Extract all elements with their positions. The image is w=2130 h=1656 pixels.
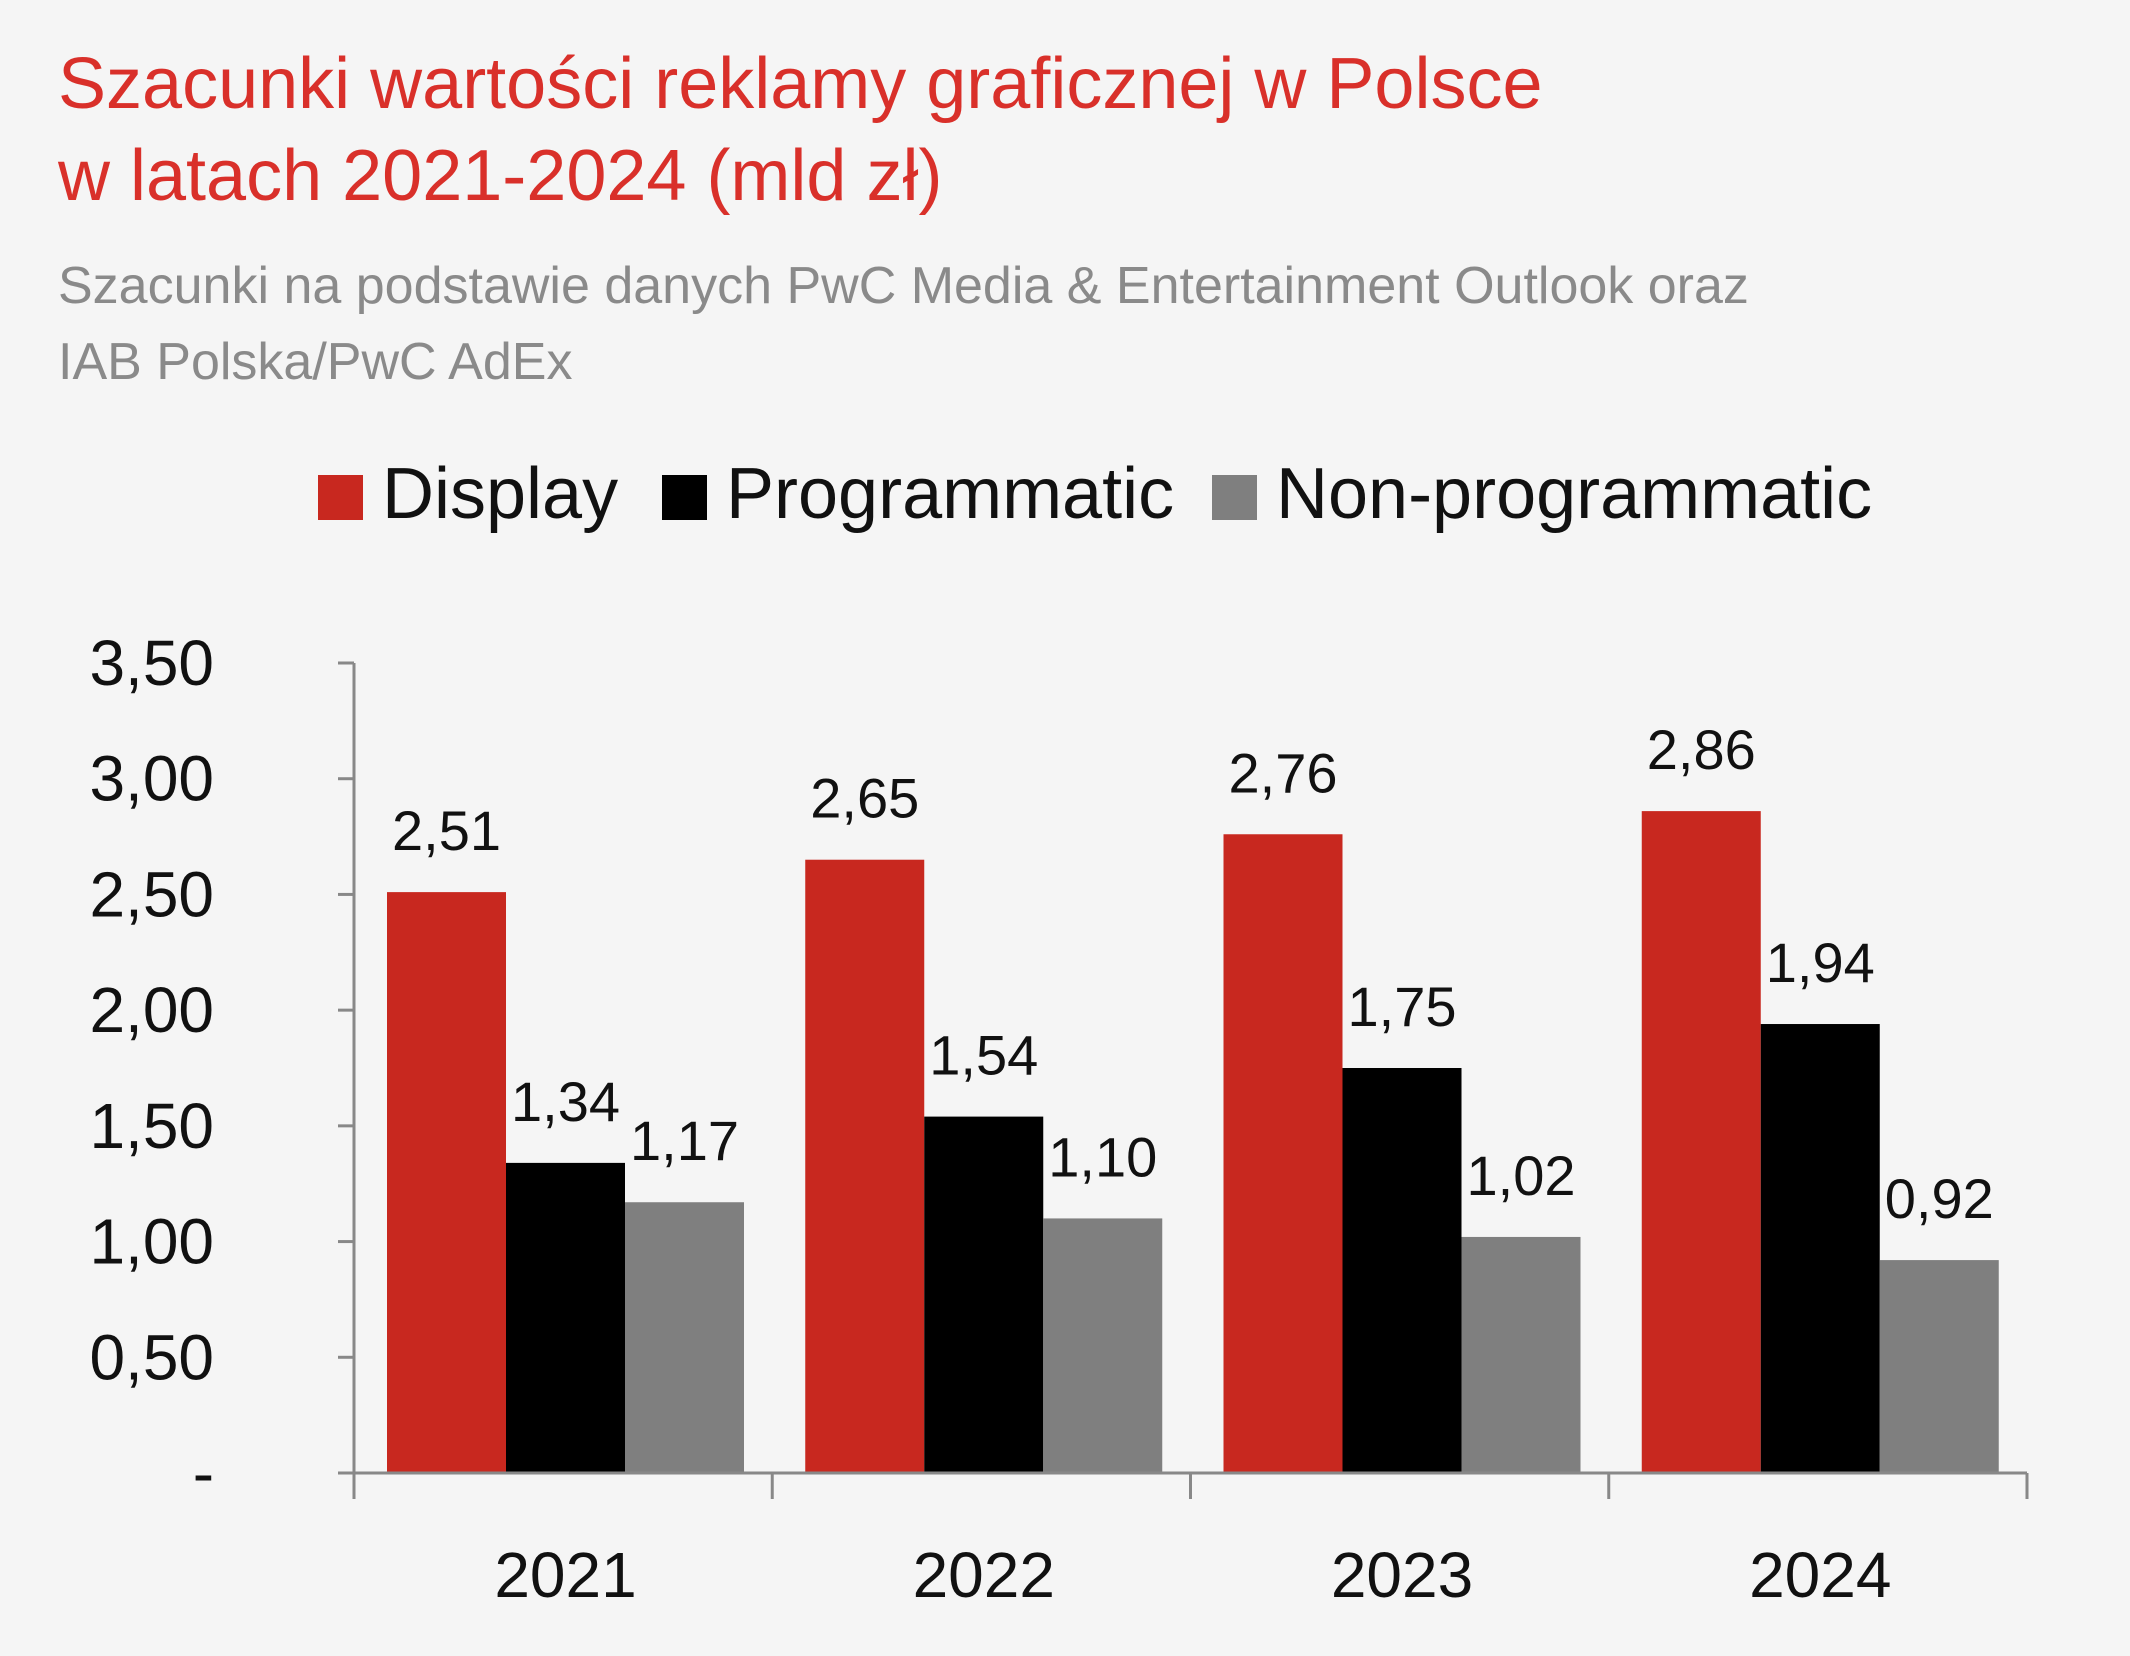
data-label-display-2023: 2,76 — [1229, 741, 1338, 804]
chart-subtitle: Szacunki na podstawie danych PwC Media &… — [58, 248, 2108, 400]
legend-label-programmatic: Programmatic — [726, 454, 1174, 534]
bar-display-2024 — [1641, 811, 1761, 1473]
x-category-label-2022: 2022 — [913, 1539, 1055, 1611]
bar-non-programmatic-2023 — [1461, 1236, 1581, 1473]
chart-title-line-1: Szacunki wartości reklamy graficznej w P… — [58, 44, 1543, 124]
y-axis: - 0,50 1,00 1,50 2,00 2,50 3,00 3,50 — [89, 627, 356, 1509]
bars: 2,51 1,341,17 2,65 1,541,10 2,76 1,75 1,02 2,86… — [387, 718, 1999, 1473]
y-tick-label-1: 0,50 — [89, 1321, 214, 1393]
bar-programmatic-2023 — [1342, 1068, 1462, 1473]
data-label-non-programmatic-2023: 1,02 — [1467, 1144, 1576, 1207]
x-category-label-2024: 2024 — [1749, 1539, 1891, 1611]
chart-title: Szacunki wartości reklamy graficznej w P… — [58, 38, 2058, 222]
data-label-non-programmatic-2022: 1,10 — [1048, 1125, 1157, 1188]
y-tick-label-2: 1,00 — [89, 1206, 214, 1278]
legend-swatch-programmatic — [662, 475, 707, 520]
data-label-non-programmatic-2024: 0,92 — [1885, 1167, 1994, 1230]
bar-non-programmatic-2024 — [1879, 1260, 1999, 1473]
y-tick-label-6: 3,00 — [89, 743, 214, 815]
data-label-programmatic-2024: 1,94 — [1766, 931, 1875, 994]
data-label-display-2021: 2,51 — [392, 799, 501, 862]
data-label-display-2024: 2,86 — [1647, 718, 1756, 781]
x-axis: 2021 2022 2023 2024 — [352, 1471, 2029, 1611]
x-category-label-2021: 2021 — [494, 1539, 636, 1611]
bar-programmatic-2022 — [924, 1116, 1044, 1473]
x-category-label-2023: 2023 — [1331, 1539, 1473, 1611]
legend-swatch-non-programmatic — [1212, 475, 1257, 520]
y-tick-label-3: 1,50 — [89, 1090, 214, 1162]
bar-non-programmatic-2021 — [625, 1202, 744, 1473]
chart-title-line-2: w latach 2021-2024 (mld zł) — [58, 136, 943, 216]
bar-display-2022 — [805, 859, 925, 1473]
legend-swatch-display — [318, 475, 363, 520]
chart-subtitle-line-2: IAB Polska/PwC AdEx — [58, 333, 573, 391]
bar-non-programmatic-2022 — [1043, 1218, 1163, 1473]
bar-programmatic-2024 — [1760, 1024, 1880, 1473]
data-label-non-programmatic-2021: 1,17 — [630, 1109, 739, 1172]
legend-label-display: Display — [382, 454, 618, 534]
bar-display-2023 — [1223, 834, 1343, 1473]
y-tick-label-4: 2,00 — [89, 974, 214, 1046]
chart-subtitle-line-1: Szacunki na podstawie danych PwC Media &… — [58, 257, 1749, 315]
data-label-programmatic-2022: 1,54 — [929, 1024, 1038, 1087]
data-label-programmatic-2021: 1,34 — [511, 1070, 620, 1133]
legend: Display Programmatic Non-programmatic — [318, 454, 1872, 534]
data-label-display-2022: 2,65 — [810, 767, 919, 830]
y-tick-label-5: 2,50 — [89, 858, 214, 930]
y-tick-label-7: 3,50 — [89, 627, 214, 699]
y-tick-label-0: - — [193, 1437, 214, 1509]
data-label-programmatic-2023: 1,75 — [1348, 975, 1457, 1038]
bar-programmatic-2021 — [506, 1162, 625, 1473]
legend-label-non-programmatic: Non-programmatic — [1276, 454, 1872, 534]
bar-display-2021 — [387, 892, 506, 1473]
